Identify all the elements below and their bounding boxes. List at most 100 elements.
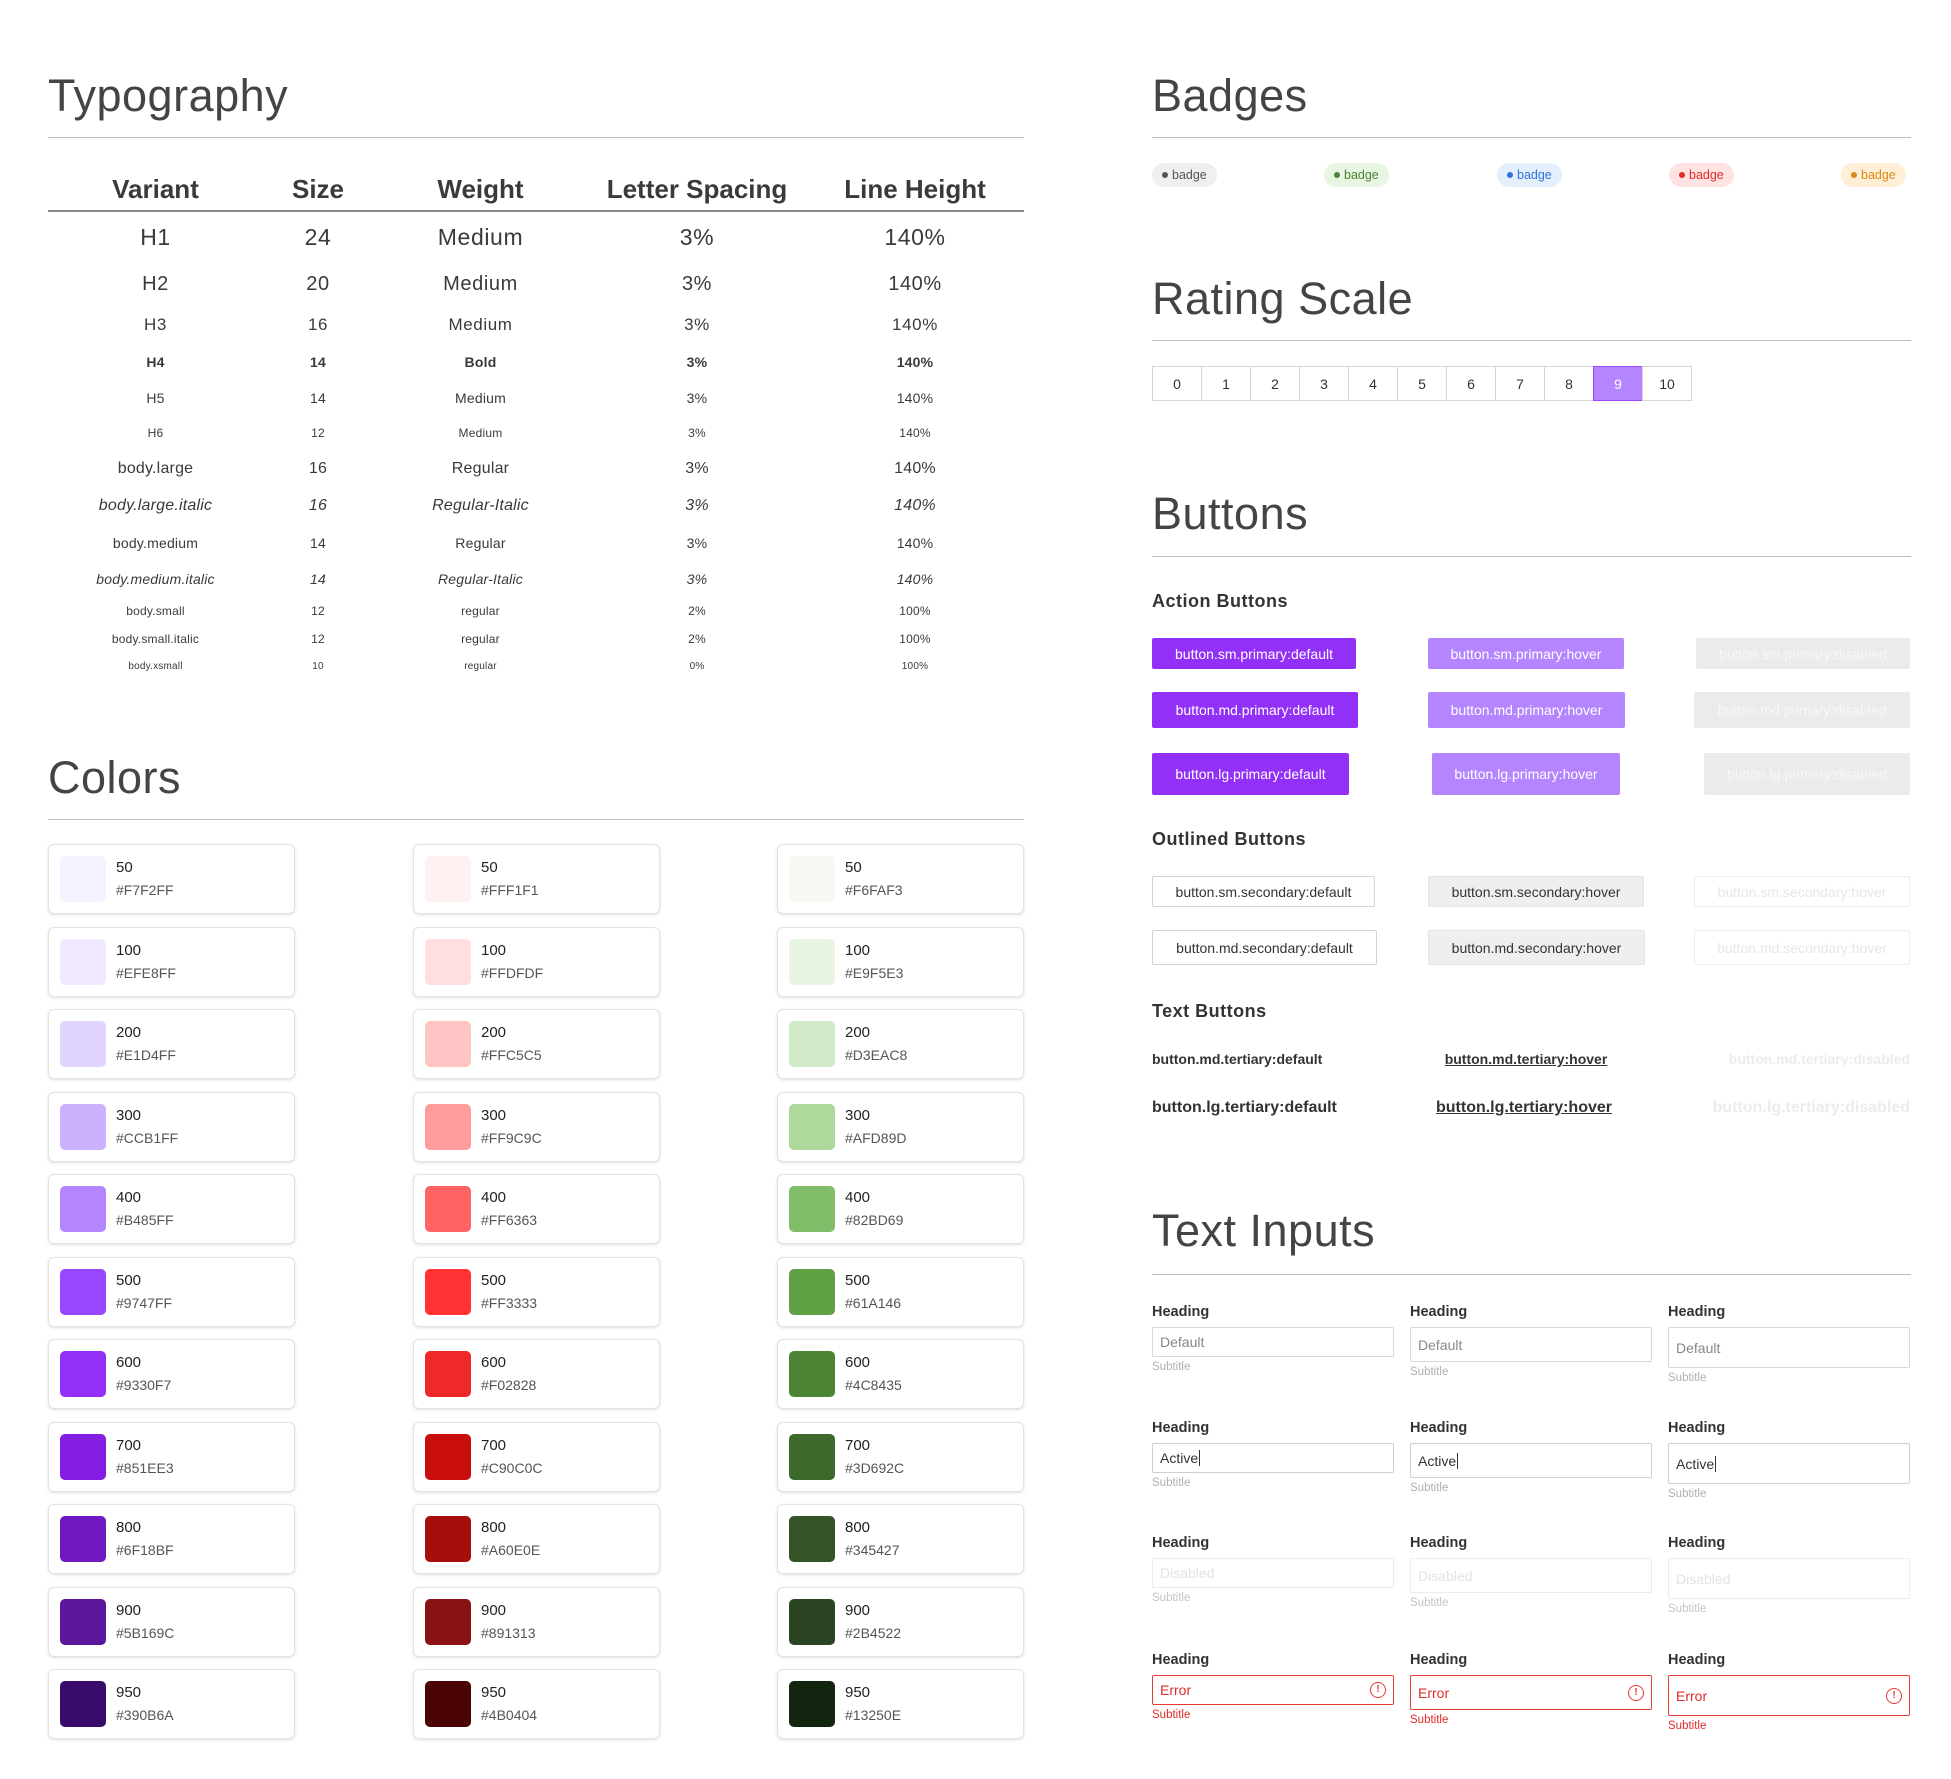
input-subtitle: Subtitle — [1668, 1488, 1707, 1500]
action-buttons-heading: Action Buttons — [1152, 591, 1288, 611]
button-md-tertiary-default[interactable]: button.md.tertiary:default — [1152, 1047, 1352, 1071]
swatch-card: 950 #390B6A — [48, 1669, 295, 1739]
swatch-text: 950 #390B6A — [116, 1682, 174, 1726]
button-lg-primary-disabled: button.lg.primary:disabled — [1704, 753, 1910, 795]
input-field-active[interactable]: Active — [1410, 1443, 1652, 1478]
swatch-shade: 400 — [845, 1189, 871, 1206]
typography-row: H1 24 Medium 3% 140% — [48, 211, 1024, 262]
swatch-chip — [789, 1351, 835, 1397]
swatch-chip — [60, 1186, 106, 1232]
badge-label: badge — [1172, 168, 1207, 182]
swatch-shade: 800 — [845, 1519, 871, 1536]
input-field-error[interactable]: Error! — [1410, 1675, 1652, 1710]
input-value-wrap: Active — [1418, 1452, 1459, 1469]
button-lg-tertiary-hover[interactable]: button.lg.tertiary:hover — [1428, 1094, 1620, 1122]
typography-cell-weight: Regular — [451, 459, 510, 477]
button-sm-secondary-default[interactable]: button.sm.secondary:default — [1152, 876, 1375, 907]
swatch-text: 200 #FFC5C5 — [481, 1022, 542, 1066]
input-field-default[interactable]: Default — [1668, 1327, 1910, 1368]
rating-option-6[interactable]: 6 — [1446, 366, 1496, 401]
button-md-tertiary-hover[interactable]: button.md.tertiary:hover — [1436, 1047, 1616, 1071]
text-input-active: Heading Active Subtitle — [1668, 1418, 1910, 1500]
swatch-chip — [789, 1516, 835, 1562]
swatch-chip — [789, 1681, 835, 1727]
input-value: Active — [1676, 1455, 1715, 1472]
swatch-hex: #E1D4FF — [116, 1047, 176, 1063]
typography-cell-size: 14 — [310, 390, 326, 406]
rating-option-7[interactable]: 7 — [1495, 366, 1545, 401]
input-field-error[interactable]: Error! — [1152, 1675, 1394, 1705]
typography-row: H6 12 Medium 3% 140% — [48, 416, 1024, 450]
swatch-shade: 100 — [116, 941, 142, 959]
input-field-disabled: Disabled — [1152, 1558, 1394, 1588]
palette-purple: 50 #F7F2FF 100 #EFE8FF 200 #E1D4FF 300 #CCB1FF 4… — [48, 844, 295, 1752]
rating-title: Rating Scale — [1152, 273, 1414, 324]
input-heading: Heading — [1152, 1304, 1210, 1320]
swatch-hex: #6F18BF — [116, 1542, 174, 1558]
typography-cell-line: 140% — [892, 315, 938, 334]
rating-option-5[interactable]: 5 — [1397, 366, 1447, 401]
input-field-default[interactable]: Default — [1152, 1327, 1394, 1357]
swatch-hex: #5B169C — [116, 1624, 175, 1641]
button-sm-primary-default[interactable]: button.sm.primary:default — [1152, 638, 1356, 669]
swatch-shade: 600 — [481, 1354, 507, 1371]
rating-option-9[interactable]: 9 — [1593, 366, 1643, 401]
swatch-text: 800 #A60E0E — [481, 1517, 540, 1561]
button-lg-tertiary-default[interactable]: button.lg.tertiary:default — [1152, 1094, 1382, 1122]
rating-option-3[interactable]: 3 — [1299, 366, 1349, 401]
text-inputs-divider — [1152, 1274, 1911, 1275]
input-heading: Heading — [1668, 1652, 1726, 1668]
typography-row: body.large 16 Regular 3% 140% — [48, 450, 1024, 487]
input-field-active[interactable]: Active — [1668, 1443, 1910, 1484]
button-sm-secondary-hover[interactable]: button.sm.secondary:hover — [1428, 876, 1644, 907]
typography-cell-line: 140% — [896, 354, 934, 370]
swatch-card: 500 #61A146 — [777, 1256, 1024, 1327]
swatch-hex: #EFE8FF — [116, 964, 176, 981]
rating-option-10[interactable]: 10 — [1642, 366, 1692, 401]
swatch-shade: 700 — [845, 1436, 871, 1454]
button-sm-secondary-disabled: button.sm.secondary:hover — [1694, 876, 1910, 907]
button-sm-primary-hover[interactable]: button.sm.primary:hover — [1428, 638, 1624, 669]
input-field-error[interactable]: Error! — [1668, 1675, 1910, 1716]
swatch-shade: 900 — [481, 1601, 507, 1619]
rating-option-8[interactable]: 8 — [1544, 366, 1594, 401]
button-md-primary-default[interactable]: button.md.primary:default — [1152, 692, 1358, 728]
swatch-shade: 950 — [845, 1684, 871, 1701]
typography-cell-size: 10 — [312, 661, 324, 672]
button-md-secondary-hover[interactable]: button.md.secondary:hover — [1428, 930, 1645, 965]
rating-option-0[interactable]: 0 — [1152, 366, 1202, 401]
swatch-hex: #61A146 — [845, 1294, 902, 1311]
input-value: Error — [1160, 1682, 1192, 1698]
button-lg-primary-default[interactable]: button.lg.primary:default — [1152, 753, 1349, 795]
swatch-text: 400 #82BD69 — [845, 1187, 903, 1231]
colors-title: Colors — [48, 752, 182, 803]
swatch-chip — [60, 1433, 106, 1480]
swatch-shade: 50 — [116, 859, 133, 876]
button-md-secondary-default[interactable]: button.md.secondary:default — [1152, 930, 1377, 965]
swatch-text: 400 #B485FF — [116, 1187, 174, 1231]
input-field-default[interactable]: Default — [1410, 1327, 1652, 1362]
swatch-hex: #345427 — [845, 1542, 900, 1558]
swatch-shade: 50 — [481, 859, 498, 876]
header-line-height: Line Height — [806, 168, 1024, 212]
text-input-error: Heading Error! Subtitle — [1152, 1650, 1394, 1721]
alert-circle-icon: ! — [1628, 1684, 1644, 1701]
swatch-card: 900 #5B169C — [48, 1586, 295, 1657]
rating-option-1[interactable]: 1 — [1201, 366, 1251, 401]
input-value: Error — [1676, 1687, 1708, 1704]
typography-cell-line: 140% — [888, 272, 942, 295]
input-field-active[interactable]: Active — [1152, 1443, 1394, 1473]
input-field-disabled: Disabled — [1668, 1558, 1910, 1599]
button-lg-primary-hover[interactable]: button.lg.primary:hover — [1432, 753, 1620, 795]
typography-cell-spacing: 2% — [688, 631, 706, 646]
swatch-card: 600 #4C8435 — [777, 1339, 1024, 1409]
typography-cell-variant: H2 — [142, 272, 169, 295]
rating-option-2[interactable]: 2 — [1250, 366, 1300, 401]
swatch-hex: #2B4522 — [845, 1624, 902, 1641]
rating-option-4[interactable]: 4 — [1348, 366, 1398, 401]
button-md-primary-hover[interactable]: button.md.primary:hover — [1428, 692, 1625, 728]
swatch-chip — [789, 856, 835, 902]
swatch-text: 950 #13250E — [845, 1682, 901, 1726]
input-subtitle: Subtitle — [1668, 1603, 1707, 1615]
input-subtitle: Subtitle — [1410, 1714, 1449, 1726]
